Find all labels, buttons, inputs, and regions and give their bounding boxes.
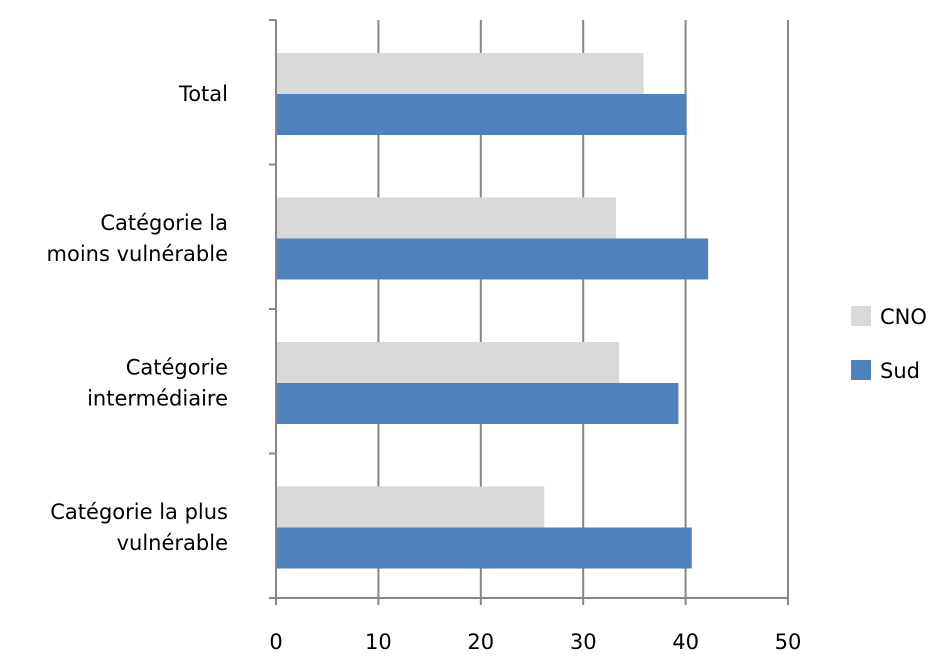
bar-cno-2 <box>277 342 620 383</box>
bar-cno-1 <box>277 197 616 239</box>
bar-sud-3 <box>277 527 692 569</box>
legend: CNO Sud <box>851 305 927 383</box>
bar-sud-2 <box>277 383 679 424</box>
x-tick-label: 10 <box>365 630 392 654</box>
bars <box>277 53 709 569</box>
x-tick-label: 50 <box>775 630 802 654</box>
category-label-line: vulnérable <box>117 531 228 555</box>
x-tick-label: 0 <box>269 630 282 654</box>
category-label-0: Total <box>178 82 228 106</box>
x-tick-label: 30 <box>570 630 597 654</box>
axes <box>269 19 789 605</box>
bar-cno-0 <box>277 53 644 94</box>
category-label-3: Catégorie la plus vulnérable <box>50 500 228 555</box>
category-label-line: Catégorie la <box>100 211 228 235</box>
category-label-2: Catégorie intermédiaire <box>87 356 228 411</box>
category-label-line: moins vulnérable <box>47 242 228 266</box>
legend-swatch-sud <box>851 360 871 380</box>
bar-sud-0 <box>277 94 687 135</box>
x-tick-label: 20 <box>467 630 494 654</box>
labels: 0 10 20 30 40 50 Total Catégorie la moins vulnér… <box>47 82 802 654</box>
category-label-line: Total <box>178 82 228 106</box>
legend-label-sud: Sud <box>880 359 920 383</box>
category-label-line: Catégorie <box>126 356 228 380</box>
bar-sud-1 <box>277 238 709 280</box>
category-label-1: Catégorie la moins vulnérable <box>47 211 228 266</box>
x-tick-label: 40 <box>672 630 699 654</box>
category-label-line: intermédiaire <box>87 387 228 411</box>
category-label-line: Catégorie la plus <box>50 500 228 524</box>
legend-swatch-cno <box>851 306 871 326</box>
legend-label-cno: CNO <box>880 305 927 329</box>
bar-cno-3 <box>277 486 545 528</box>
